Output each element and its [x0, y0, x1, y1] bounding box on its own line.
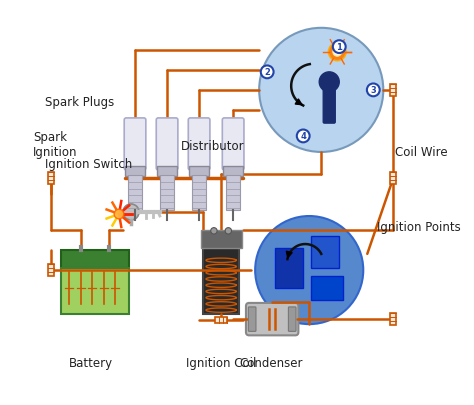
FancyBboxPatch shape [323, 85, 335, 124]
FancyBboxPatch shape [128, 175, 142, 211]
Bar [48, 173, 54, 185]
Circle shape [211, 228, 217, 234]
FancyBboxPatch shape [160, 175, 174, 211]
Text: Spark
Ignition: Spark Ignition [33, 131, 77, 158]
Bar [48, 264, 54, 277]
Circle shape [297, 130, 310, 143]
FancyBboxPatch shape [189, 166, 209, 177]
FancyBboxPatch shape [246, 303, 299, 335]
FancyBboxPatch shape [226, 175, 240, 211]
FancyBboxPatch shape [223, 166, 243, 177]
FancyBboxPatch shape [311, 276, 343, 301]
Circle shape [333, 48, 342, 57]
Bar [390, 85, 396, 97]
Circle shape [367, 84, 380, 97]
Text: 2: 2 [264, 68, 270, 77]
FancyBboxPatch shape [188, 119, 210, 171]
FancyBboxPatch shape [311, 237, 339, 269]
Bar [215, 317, 228, 324]
Text: 4: 4 [300, 132, 306, 141]
FancyBboxPatch shape [61, 250, 129, 269]
Text: Ignition Points: Ignition Points [377, 220, 461, 233]
FancyBboxPatch shape [248, 307, 256, 332]
Circle shape [259, 29, 383, 153]
Circle shape [114, 210, 124, 219]
Text: Condenser: Condenser [239, 356, 303, 369]
Text: Ignition Coil: Ignition Coil [186, 356, 256, 369]
FancyBboxPatch shape [125, 166, 145, 177]
FancyBboxPatch shape [288, 307, 296, 332]
Circle shape [225, 228, 231, 234]
Text: Ignition Switch: Ignition Switch [45, 158, 132, 171]
FancyBboxPatch shape [222, 119, 244, 171]
FancyBboxPatch shape [124, 119, 146, 171]
Circle shape [123, 205, 139, 220]
Text: Coil Wire: Coil Wire [395, 146, 448, 159]
Text: Battery: Battery [69, 356, 113, 369]
Text: Distributor: Distributor [181, 140, 245, 153]
Bar [390, 313, 396, 326]
Text: 1: 1 [337, 43, 342, 52]
Text: 3: 3 [370, 86, 376, 95]
FancyBboxPatch shape [156, 119, 178, 171]
Circle shape [255, 217, 363, 324]
Circle shape [261, 66, 273, 79]
Text: Spark Plugs: Spark Plugs [45, 96, 114, 109]
FancyBboxPatch shape [192, 175, 206, 211]
FancyBboxPatch shape [157, 166, 177, 177]
FancyBboxPatch shape [201, 230, 242, 248]
Circle shape [319, 72, 339, 93]
Bar [390, 173, 396, 185]
FancyBboxPatch shape [203, 239, 239, 314]
FancyBboxPatch shape [275, 248, 303, 288]
Circle shape [328, 44, 346, 62]
FancyBboxPatch shape [61, 269, 129, 314]
Circle shape [333, 41, 346, 54]
